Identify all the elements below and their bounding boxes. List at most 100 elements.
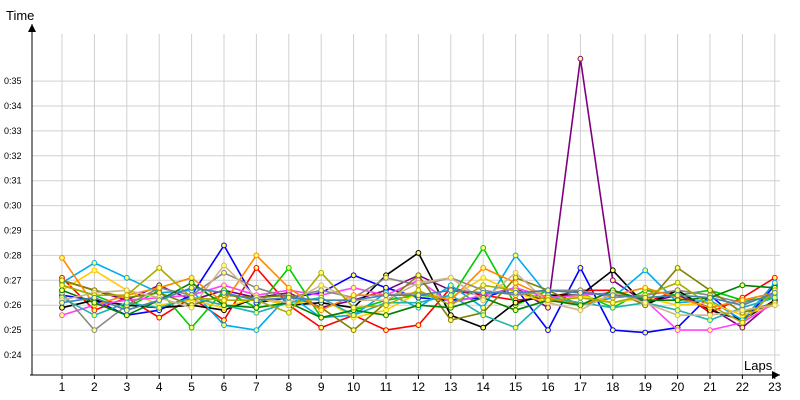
data-point <box>59 304 65 311</box>
x-tick-label: 1 <box>59 380 66 394</box>
data-point <box>123 292 130 299</box>
data-point <box>188 294 195 301</box>
data-point <box>221 262 227 269</box>
data-point <box>447 282 454 289</box>
data-point <box>221 242 227 249</box>
series-group <box>59 55 778 336</box>
data-point <box>609 304 616 311</box>
data-point <box>739 307 746 314</box>
data-point <box>771 294 778 301</box>
y-tick-label: 0:24 <box>4 350 22 360</box>
data-point <box>318 282 325 289</box>
data-point <box>512 279 519 286</box>
data-point <box>447 317 454 324</box>
data-point <box>221 317 227 324</box>
y-axis-title: Time <box>6 8 34 23</box>
data-point <box>91 260 98 266</box>
data-point <box>545 287 551 294</box>
x-tick-label: 16 <box>541 380 555 394</box>
data-point <box>253 304 260 311</box>
data-point <box>415 272 422 279</box>
data-point <box>739 302 746 309</box>
series-16 <box>59 284 778 314</box>
data-point <box>609 277 616 284</box>
data-point <box>253 265 260 271</box>
data-point <box>674 292 681 299</box>
y-tick-label: 0:31 <box>4 176 22 186</box>
data-point <box>59 312 65 319</box>
x-tick-label: 2 <box>91 380 98 394</box>
x-tick-label: 7 <box>253 380 260 394</box>
data-point <box>447 287 454 294</box>
data-point <box>59 277 65 284</box>
data-point <box>318 307 325 314</box>
data-point <box>156 304 163 311</box>
data-point <box>188 284 195 291</box>
data-point <box>674 297 681 304</box>
data-point <box>318 297 325 304</box>
data-point <box>609 327 616 334</box>
data-point <box>771 274 778 281</box>
data-point <box>123 274 130 281</box>
data-point <box>253 327 260 334</box>
axes <box>28 24 780 379</box>
y-tick-label: 0:26 <box>4 300 22 310</box>
data-point <box>771 279 778 286</box>
data-point <box>642 299 649 306</box>
data-point <box>285 265 292 271</box>
data-point <box>188 304 195 311</box>
data-point <box>415 250 422 256</box>
x-tick-label: 14 <box>477 380 491 394</box>
x-tick-label: 20 <box>671 380 685 394</box>
data-point <box>674 265 681 271</box>
data-point <box>350 312 357 319</box>
grid <box>32 34 780 375</box>
data-point <box>123 307 130 314</box>
data-point <box>318 287 325 294</box>
data-point <box>707 317 713 324</box>
y-tick-label: 0:30 <box>4 201 22 211</box>
data-point <box>59 255 65 261</box>
data-point <box>285 299 292 306</box>
data-point <box>771 302 778 309</box>
x-tick-label: 21 <box>703 380 717 394</box>
data-point <box>221 322 227 329</box>
y-axis-arrow <box>28 24 36 32</box>
data-point <box>674 307 681 314</box>
data-point <box>350 292 357 299</box>
y-tick-label: 0:32 <box>4 151 22 161</box>
data-point <box>447 274 454 281</box>
y-tick-label: 0:35 <box>4 76 22 86</box>
data-point <box>480 324 487 331</box>
x-tick-label: 18 <box>606 380 620 394</box>
data-point <box>318 269 325 276</box>
data-point <box>674 279 681 286</box>
data-point <box>285 294 292 301</box>
data-point <box>577 307 584 314</box>
data-point <box>545 304 551 311</box>
data-point <box>642 294 649 301</box>
data-point <box>545 327 551 334</box>
y-tick-labels: 0:24 0:25 0:26 0:27 0:28 0:29 0:30 0:31 0:32 0:33… <box>4 76 22 360</box>
data-point <box>188 324 195 331</box>
data-point <box>253 297 260 304</box>
data-point <box>642 329 649 336</box>
data-point <box>91 307 98 314</box>
data-point <box>512 274 519 281</box>
data-point <box>221 302 227 309</box>
data-point <box>480 304 487 311</box>
x-tick-label: 5 <box>188 380 195 394</box>
data-point <box>415 302 422 309</box>
data-point <box>188 279 195 286</box>
x-tick-label: 8 <box>285 380 292 394</box>
data-point <box>480 297 487 304</box>
data-point <box>156 314 163 321</box>
data-point <box>221 269 227 276</box>
data-point <box>512 269 519 276</box>
data-point <box>285 309 292 316</box>
data-point <box>642 284 649 291</box>
data-point <box>91 294 98 301</box>
data-point <box>480 289 487 296</box>
